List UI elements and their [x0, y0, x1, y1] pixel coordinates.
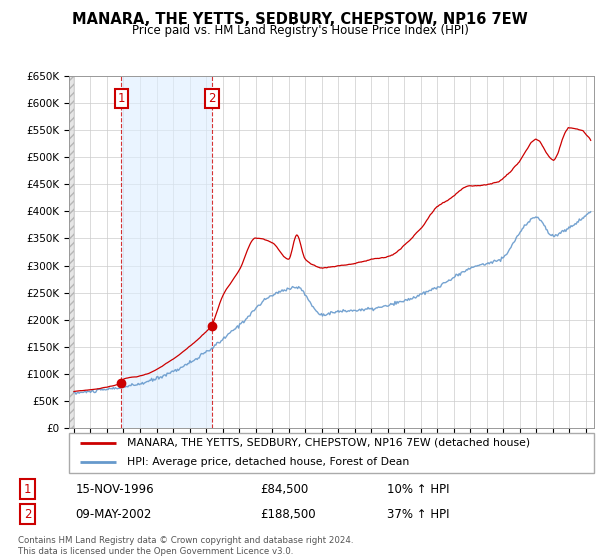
Text: Contains HM Land Registry data © Crown copyright and database right 2024.
This d: Contains HM Land Registry data © Crown c…: [18, 536, 353, 556]
Text: 1: 1: [24, 483, 31, 496]
Bar: [121, 76, 212, 428]
Text: 37% ↑ HPI: 37% ↑ HPI: [386, 507, 449, 521]
Text: 2: 2: [24, 507, 31, 521]
Text: £84,500: £84,500: [260, 483, 308, 496]
Text: 09-MAY-2002: 09-MAY-2002: [76, 507, 152, 521]
Text: 2: 2: [208, 92, 216, 105]
Text: MANARA, THE YETTS, SEDBURY, CHEPSTOW, NP16 7EW (detached house): MANARA, THE YETTS, SEDBURY, CHEPSTOW, NP…: [127, 438, 530, 448]
Text: 10% ↑ HPI: 10% ↑ HPI: [386, 483, 449, 496]
Text: £188,500: £188,500: [260, 507, 316, 521]
Text: 15-NOV-1996: 15-NOV-1996: [76, 483, 154, 496]
Text: MANARA, THE YETTS, SEDBURY, CHEPSTOW, NP16 7EW: MANARA, THE YETTS, SEDBURY, CHEPSTOW, NP…: [72, 12, 528, 27]
FancyBboxPatch shape: [69, 433, 594, 473]
Text: 1: 1: [118, 92, 125, 105]
Text: HPI: Average price, detached house, Forest of Dean: HPI: Average price, detached house, Fore…: [127, 457, 409, 467]
Bar: [52, 76, 74, 428]
Text: Price paid vs. HM Land Registry's House Price Index (HPI): Price paid vs. HM Land Registry's House …: [131, 24, 469, 36]
